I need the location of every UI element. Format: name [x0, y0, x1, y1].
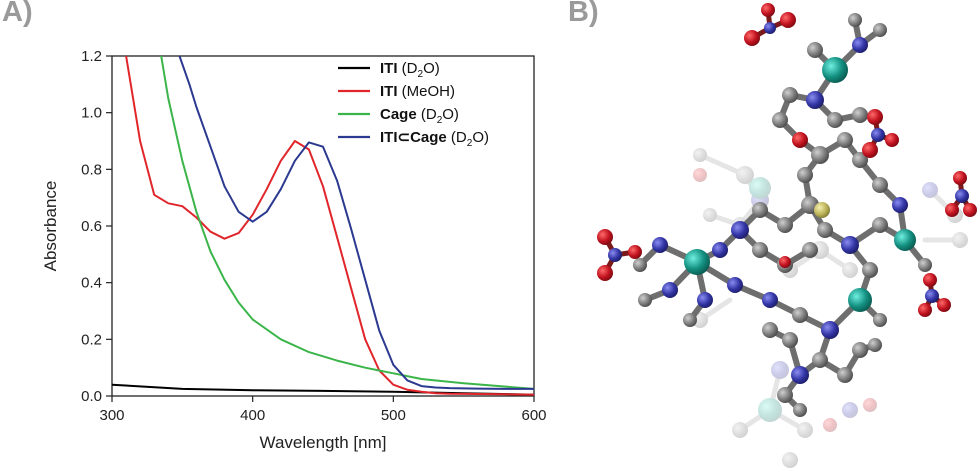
x-tick-label: 400: [240, 407, 265, 424]
series-line-1: [125, 56, 534, 396]
x-tick-label: 600: [521, 407, 546, 424]
x-axis-ticks: 300 400 500 600: [99, 396, 547, 424]
x-tick-label: 500: [381, 407, 406, 424]
series-layer: [112, 56, 534, 396]
y-tick-label: 1.0: [81, 105, 102, 122]
legend: ITI (D2O) ITI (MeOH) Cage (D2O) ITI⊂Cage (D…: [338, 60, 489, 149]
plot-frame: [111, 55, 535, 397]
atoms: [633, 13, 932, 417]
y-tick-label: 0.6: [81, 218, 102, 235]
legend-label: Cage (D2O): [380, 106, 459, 126]
molecular-structure-illustration: [597, 3, 977, 468]
y-tick-label: 0.0: [81, 388, 102, 405]
absorbance-chart: 300 400 500 600 0.0 0.2 0.4 0.6 0.8 1.0 1.2 Wavel…: [41, 48, 547, 452]
bonds: [637, 17, 928, 413]
panel-a-label: A): [2, 0, 33, 28]
nitrate-anions: [597, 3, 977, 317]
series-line-3: [178, 56, 534, 390]
legend-label: ITI⊂Cage (D2O): [380, 129, 489, 149]
y-tick-label: 0.2: [81, 331, 102, 348]
x-axis-title: Wavelength [nm]: [260, 433, 387, 452]
y-axis-title: Absorbance: [41, 181, 60, 272]
x-tick-label: 300: [99, 407, 124, 424]
y-tick-label: 0.8: [81, 161, 102, 178]
series-line-2: [160, 56, 534, 390]
y-tick-label: 0.4: [81, 275, 102, 292]
legend-label: ITI (D2O): [380, 60, 440, 80]
y-axis-ticks: 0.0 0.2 0.4 0.6 0.8 1.0 1.2: [81, 48, 112, 405]
legend-label: ITI (MeOH): [380, 83, 455, 100]
y-tick-label: 1.2: [81, 48, 102, 65]
panel-b-label: B): [568, 0, 599, 28]
